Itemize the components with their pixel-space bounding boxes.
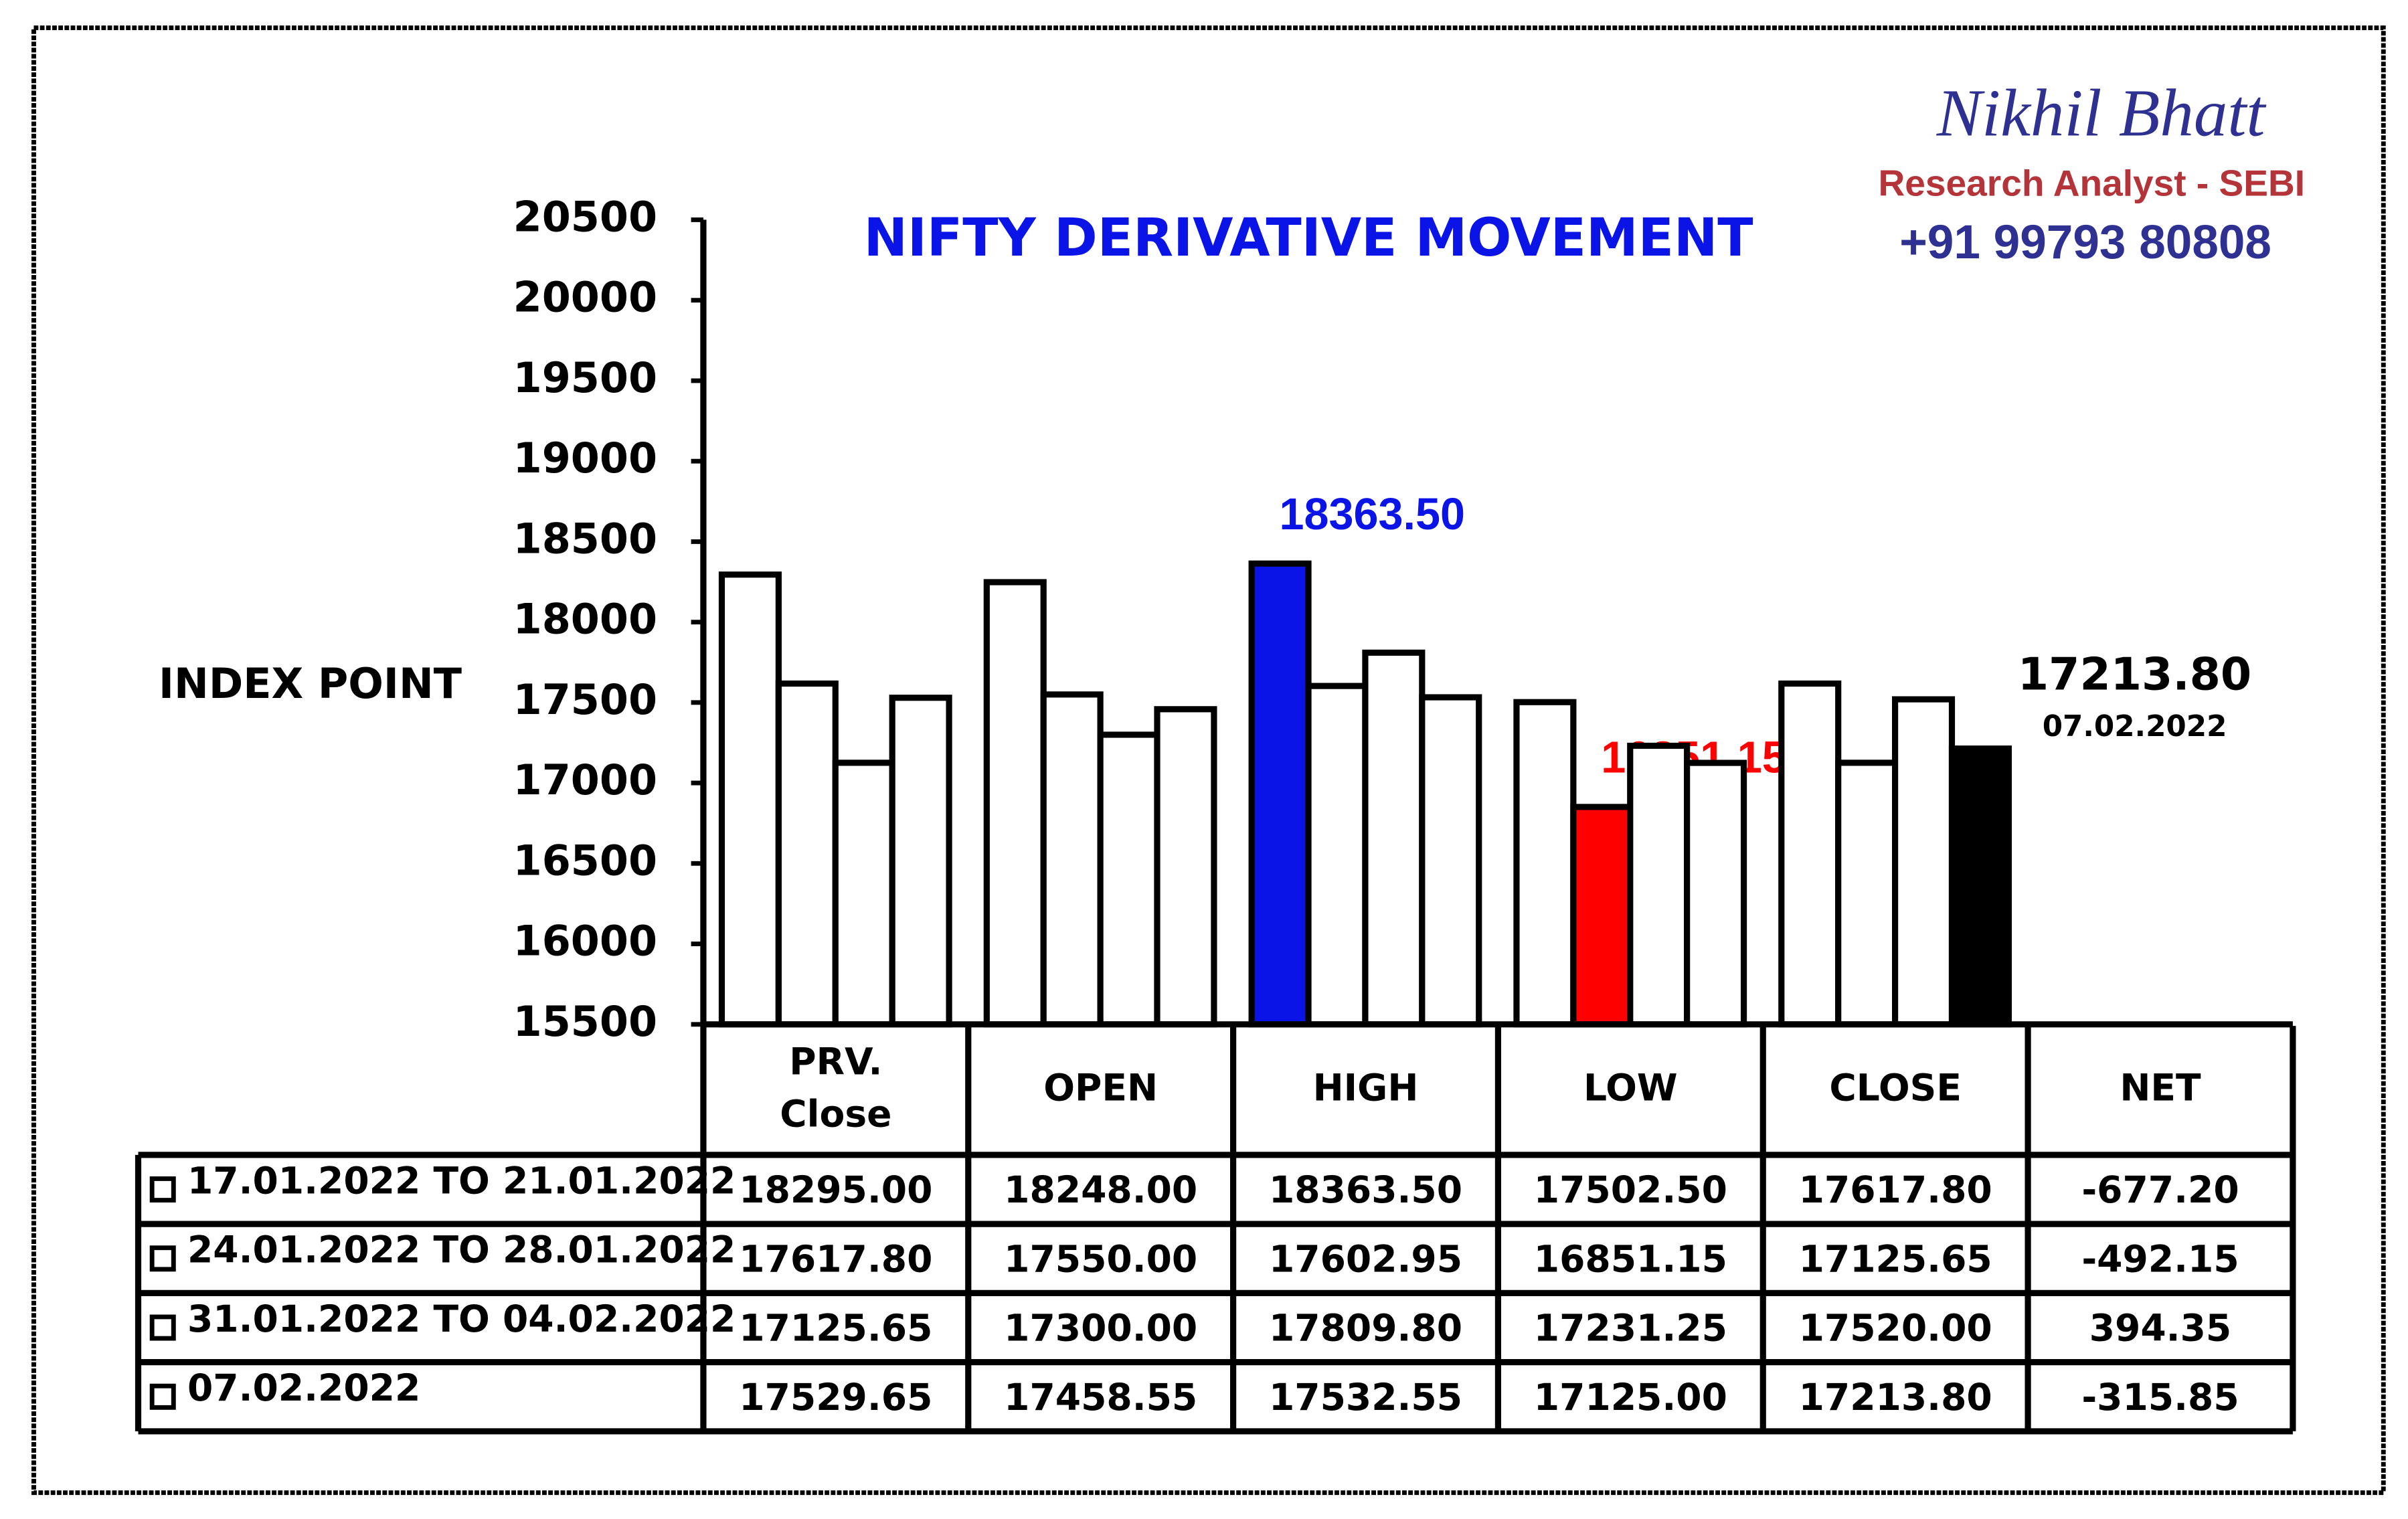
bar bbox=[1948, 745, 2012, 1028]
y-tick-label: 17500 bbox=[513, 675, 657, 724]
table-cell: 17125.00 bbox=[1534, 1376, 1727, 1419]
y-tick-label: 18000 bbox=[513, 595, 657, 644]
legend-marker bbox=[149, 1314, 176, 1341]
column-header: LOW bbox=[1583, 1067, 1678, 1109]
phone: +91 99793 80808 bbox=[1899, 216, 2271, 269]
frame bbox=[31, 25, 2386, 1496]
bar bbox=[1627, 742, 1691, 1028]
column-header: NET bbox=[2120, 1067, 2201, 1109]
table-cell: 18363.50 bbox=[1269, 1168, 1462, 1211]
table-cell: 17550.00 bbox=[1004, 1237, 1197, 1280]
table-cell: 17502.50 bbox=[1534, 1168, 1727, 1211]
author-role: Research Analyst - SEBI bbox=[1879, 162, 2306, 203]
legend-marker bbox=[149, 1245, 176, 1272]
bar bbox=[1778, 680, 1842, 1028]
bar bbox=[1892, 696, 1956, 1028]
y-tick-label: 17000 bbox=[513, 755, 657, 804]
table-cell: 17125.65 bbox=[739, 1307, 932, 1350]
table-cell: 17617.80 bbox=[1799, 1168, 1992, 1211]
bar bbox=[1419, 694, 1482, 1028]
column-header: OPEN bbox=[1043, 1067, 1158, 1109]
bar-label: 17213.80 bbox=[2018, 648, 2251, 700]
bar bbox=[1570, 804, 1634, 1028]
bar-label: 18363.50 bbox=[1280, 490, 1466, 539]
table-cell: 17520.00 bbox=[1799, 1307, 1992, 1350]
y-tick-label: 15500 bbox=[513, 997, 657, 1046]
y-tick-label: 20000 bbox=[513, 273, 657, 322]
table-cell: 17458.55 bbox=[1004, 1376, 1197, 1419]
y-tick-label: 19000 bbox=[513, 434, 657, 482]
chart-title: NIFTY DERIVATIVE MOVEMENT bbox=[864, 208, 1753, 268]
table-cell: 17602.95 bbox=[1269, 1237, 1462, 1280]
net-cell: -677.20 bbox=[2081, 1168, 2239, 1211]
y-tick-label: 19500 bbox=[513, 353, 657, 402]
table-cell: 17617.80 bbox=[739, 1237, 932, 1280]
author: Nikhil Bhatt bbox=[1936, 75, 2267, 150]
table-cell: 18295.00 bbox=[739, 1168, 932, 1211]
table-cell: 16851.15 bbox=[1534, 1237, 1727, 1280]
bar-date: 07.02.2022 bbox=[2043, 710, 2227, 743]
bar bbox=[1154, 706, 1217, 1028]
y-tick-label: 16000 bbox=[513, 917, 657, 966]
net-cell: -492.15 bbox=[2081, 1237, 2239, 1280]
table-cell: 17529.65 bbox=[739, 1376, 932, 1419]
table-cell: 17213.80 bbox=[1799, 1376, 1992, 1419]
table-cell: 17300.00 bbox=[1004, 1307, 1197, 1350]
row-label: 07.02.2022 bbox=[187, 1366, 420, 1409]
net-cell: -315.85 bbox=[2081, 1376, 2239, 1419]
table-cell: 17532.55 bbox=[1269, 1376, 1462, 1419]
bar bbox=[718, 571, 782, 1028]
column-header: HIGH bbox=[1313, 1067, 1419, 1109]
y-axis-label: INDEX POINT bbox=[159, 659, 462, 708]
bar bbox=[1835, 760, 1899, 1028]
bar bbox=[983, 579, 1047, 1028]
bar bbox=[1305, 683, 1369, 1028]
row-label: 24.01.2022 TO 28.01.2022 bbox=[187, 1229, 736, 1271]
column-header: PRV. Close bbox=[780, 1041, 891, 1136]
bar bbox=[889, 695, 952, 1028]
table-cell: 18248.00 bbox=[1004, 1168, 1197, 1211]
bar bbox=[1513, 699, 1577, 1028]
row-label: 17.01.2022 TO 21.01.2022 bbox=[187, 1159, 736, 1202]
bar bbox=[1040, 691, 1104, 1028]
y-tick-label: 20500 bbox=[513, 193, 657, 242]
legend-marker bbox=[149, 1176, 176, 1203]
column-header: CLOSE bbox=[1829, 1067, 1962, 1109]
table-cell: 17125.65 bbox=[1799, 1237, 1992, 1280]
bar bbox=[832, 760, 895, 1028]
bar bbox=[775, 680, 839, 1028]
y-tick-label: 16500 bbox=[513, 836, 657, 885]
bar bbox=[1684, 760, 1747, 1028]
table-cell: 17809.80 bbox=[1269, 1307, 1462, 1350]
legend-marker bbox=[149, 1383, 176, 1410]
y-tick-label: 18500 bbox=[513, 514, 657, 563]
row-label: 31.01.2022 TO 04.02.2022 bbox=[187, 1298, 736, 1340]
bar bbox=[1248, 560, 1312, 1028]
net-cell: 394.35 bbox=[2089, 1307, 2231, 1350]
bar bbox=[1362, 649, 1426, 1028]
table-cell: 17231.25 bbox=[1534, 1307, 1727, 1350]
bar bbox=[1097, 731, 1160, 1028]
